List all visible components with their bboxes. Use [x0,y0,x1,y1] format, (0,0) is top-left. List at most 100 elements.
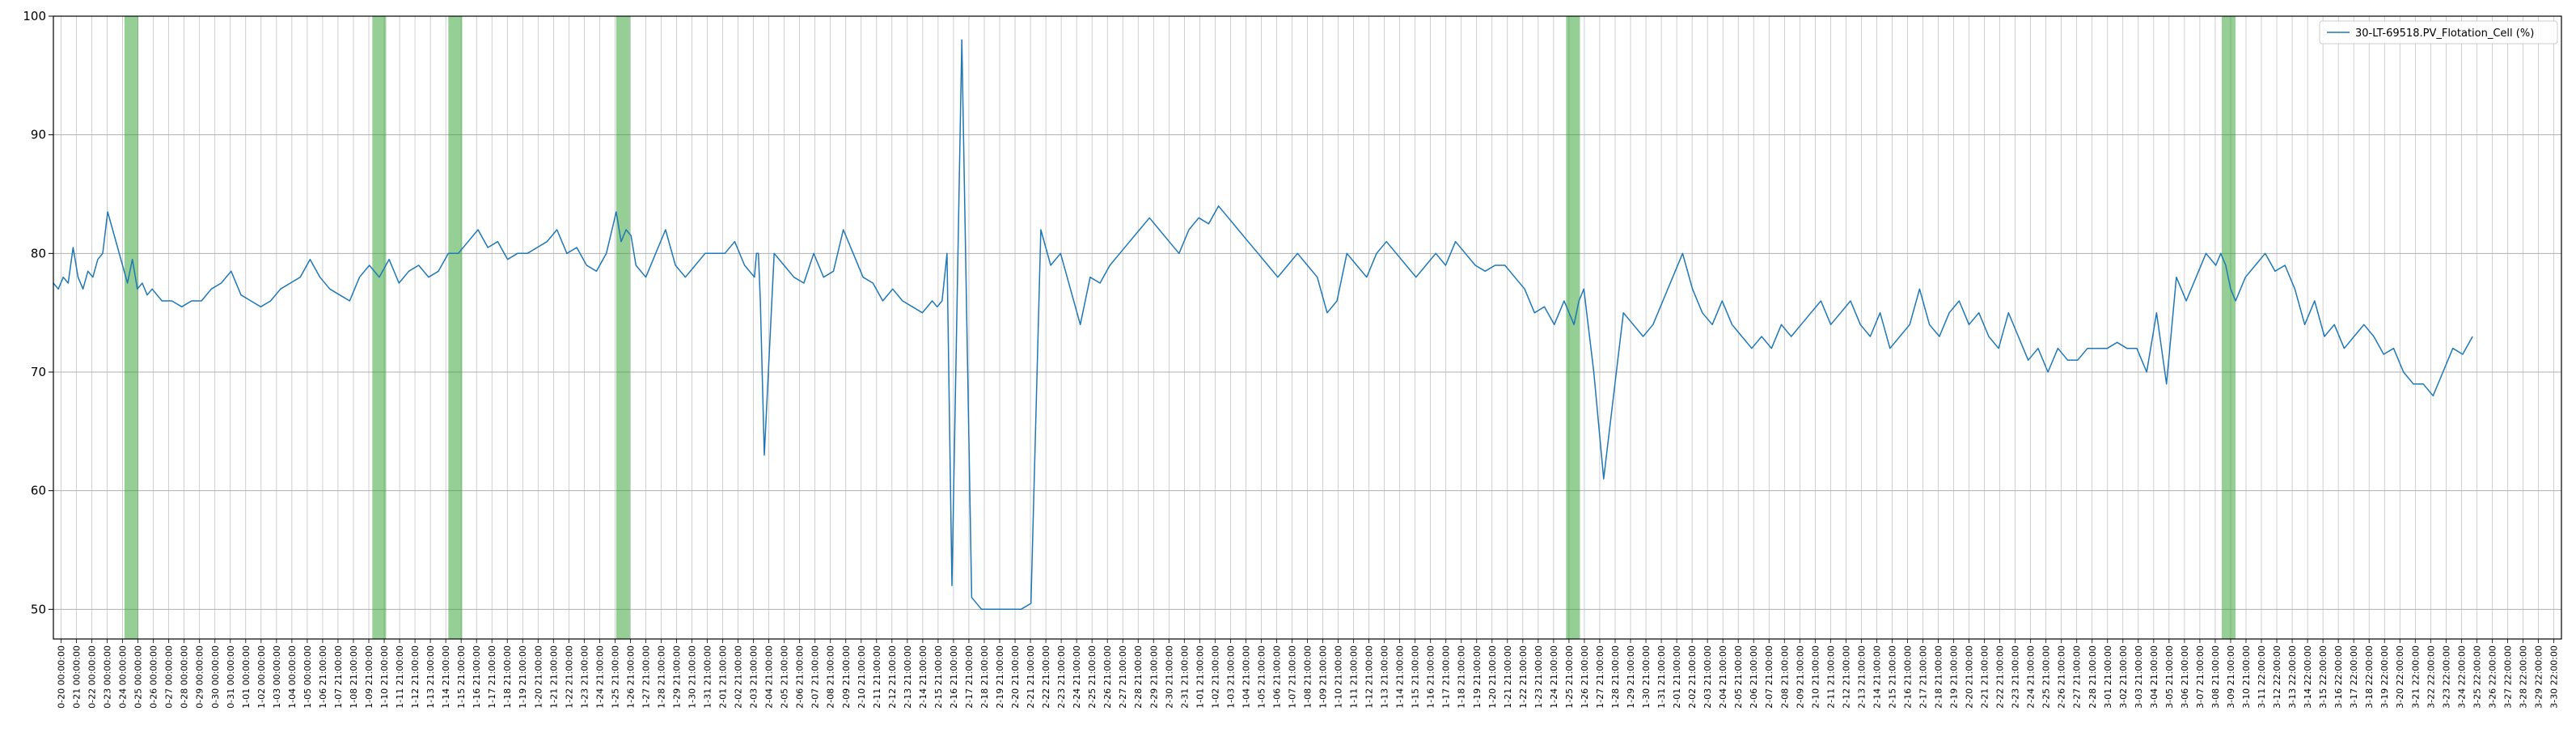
y-tick-label: 90 [31,128,46,142]
x-tick-label: 2-06 21:00:00 [795,645,806,709]
x-tick-label: 0-21 00:00:00 [72,645,82,709]
x-tick-label: 1-21 21:00:00 [1503,645,1513,709]
x-tick-label: 3-27 22:00:00 [2502,645,2513,709]
x-tick-label: 2-03 21:00:00 [749,645,759,709]
x-tick-label: 2-19 21:00:00 [1949,645,1960,709]
x-tick-label: 2-16 21:00:00 [1902,645,1913,709]
x-tick-label: 2-11 21:00:00 [1825,645,1836,709]
x-tick-label: 3-20 22:00:00 [2395,645,2405,709]
x-tick-label: 1-24 21:00:00 [594,645,605,709]
x-tick-label: 2-24 21:00:00 [2026,645,2037,709]
shaded-region [2222,16,2236,639]
x-tick-label: 3-08 21:00:00 [2210,645,2221,709]
x-tick-label: 1-22 21:00:00 [564,645,574,709]
x-tick-label: 1-31 21:00:00 [703,645,713,709]
x-tick-label: 2-01 21:00:00 [718,645,729,709]
x-tick-label: 2-21 21:00:00 [1980,645,1990,709]
x-tick-label: 2-26 21:00:00 [2057,645,2067,709]
x-tick-label: 1-17 21:00:00 [1441,645,1452,709]
x-tick-label: 1-30 21:00:00 [687,645,698,709]
x-tick-label: 1-27 21:00:00 [641,645,651,709]
x-tick-label: 3-03 21:00:00 [2134,645,2144,709]
x-tick-label: 1-21 21:00:00 [548,645,559,709]
x-tick-label: 3-22 22:00:00 [2426,645,2436,709]
x-tick-label: 1-29 21:00:00 [1626,645,1636,709]
x-tick-label: 1-03 00:00:00 [272,645,282,709]
x-tick-label: 1-04 21:00:00 [1241,645,1251,709]
x-tick-label: 1-05 21:00:00 [1256,645,1267,709]
x-tick-label: 1-31 21:00:00 [1656,645,1667,709]
x-tick-label: 0-24 00:00:00 [118,645,129,709]
x-tick-label: 3-11 22:00:00 [2257,645,2267,709]
y-tick-label: 50 [31,602,46,616]
x-tick-label: 2-31 21:00:00 [1179,645,1190,709]
x-tick-label: 3-07 21:00:00 [2195,645,2206,709]
x-tick-label: 2-22 21:00:00 [1995,645,2006,709]
x-tick-label: 1-14 21:00:00 [441,645,451,709]
x-tick-label: 3-13 22:00:00 [2287,645,2298,709]
shaded-region [448,16,463,639]
x-tick-label: 0-26 00:00:00 [149,645,159,709]
x-tick-label: 1-14 21:00:00 [1395,645,1406,709]
x-tick-label: 0-23 00:00:00 [103,645,113,709]
x-tick-label: 2-07 21:00:00 [810,645,821,709]
x-tick-label: 2-15 21:00:00 [1887,645,1897,709]
x-tick-label: 3-21 22:00:00 [2410,645,2421,709]
shaded-region [615,16,630,639]
x-tick-label: 1-12 21:00:00 [1364,645,1375,709]
series-layer [53,39,2473,611]
x-tick-label: 1-05 00:00:00 [302,645,313,709]
x-tick-label: 1-06 21:00:00 [318,645,328,709]
x-tick-label: 1-07 21:00:00 [1287,645,1297,709]
x-tick-label: 1-28 21:00:00 [1610,645,1621,709]
x-tick-label: 2-09 21:00:00 [1795,645,1805,709]
x-tick-label: 1-20 21:00:00 [533,645,544,709]
x-tick-label: 3-29 22:00:00 [2533,645,2544,709]
x-tick-label: 1-30 21:00:00 [1641,645,1652,709]
x-tick-label: 1-28 21:00:00 [656,645,666,709]
shaded-region [372,16,387,639]
x-tick-label: 2-19 21:00:00 [995,645,1005,709]
x-axis: 0-20 00:00:00 0-21 00:00:00 0-22 00:00:00 0… [57,639,2559,709]
x-tick-label: 1-19 21:00:00 [518,645,528,709]
x-tick-label: 3-16 22:00:00 [2333,645,2344,709]
x-tick-label: 1-18 21:00:00 [502,645,513,709]
x-tick-label: 1-09 21:00:00 [1318,645,1329,709]
x-tick-label: 1-25 21:00:00 [1564,645,1575,709]
legend-box [2319,20,2558,44]
x-tick-label: 1-01 21:00:00 [1195,645,1205,709]
x-tick-label: 1-15 21:00:00 [1411,645,1421,709]
shaded-region [124,16,138,639]
x-tick-label: 2-25 21:00:00 [2041,645,2052,709]
x-tick-label: 0-30 00:00:00 [210,645,221,709]
legend: 30-LT-69518.PV_Flotation_Cell (%) [2319,20,2558,44]
x-tick-label: 3-25 22:00:00 [2472,645,2482,709]
x-tick-label: 2-14 21:00:00 [918,645,928,709]
x-tick-label: 2-13 21:00:00 [903,645,913,709]
x-tick-label: 1-03 21:00:00 [1225,645,1236,709]
x-tick-label: 3-17 22:00:00 [2349,645,2359,709]
x-tick-label: 1-02 21:00:00 [1210,645,1220,709]
x-tick-label: 0-27 00:00:00 [164,645,175,709]
x-tick-label: 2-27 21:00:00 [1118,645,1128,709]
x-tick-label: 1-29 21:00:00 [671,645,682,709]
x-tick-label: 1-07 21:00:00 [333,645,344,709]
x-tick-label: 1-26 21:00:00 [1580,645,1590,709]
x-tick-label: 1-08 21:00:00 [349,645,359,709]
x-tick-label: 2-05 21:00:00 [1733,645,1744,709]
x-tick-label: 1-18 21:00:00 [1457,645,1467,709]
x-tick-label: 1-27 21:00:00 [1595,645,1605,709]
x-tick-label: 2-20 21:00:00 [1010,645,1021,709]
x-tick-label: 2-12 21:00:00 [887,645,898,709]
x-tick-label: 1-20 21:00:00 [1487,645,1498,709]
x-tick-label: 3-01 21:00:00 [2103,645,2113,709]
x-tick-label: 1-26 21:00:00 [625,645,636,709]
x-tick-label: 3-28 22:00:00 [2518,645,2528,709]
x-tick-label: 2-14 21:00:00 [1872,645,1882,709]
x-tick-label: 2-26 21:00:00 [1102,645,1113,709]
x-tick-label: 3-04 21:00:00 [2149,645,2159,709]
x-tick-label: 1-10 21:00:00 [379,645,390,709]
x-tick-label: 3-26 22:00:00 [2487,645,2498,709]
